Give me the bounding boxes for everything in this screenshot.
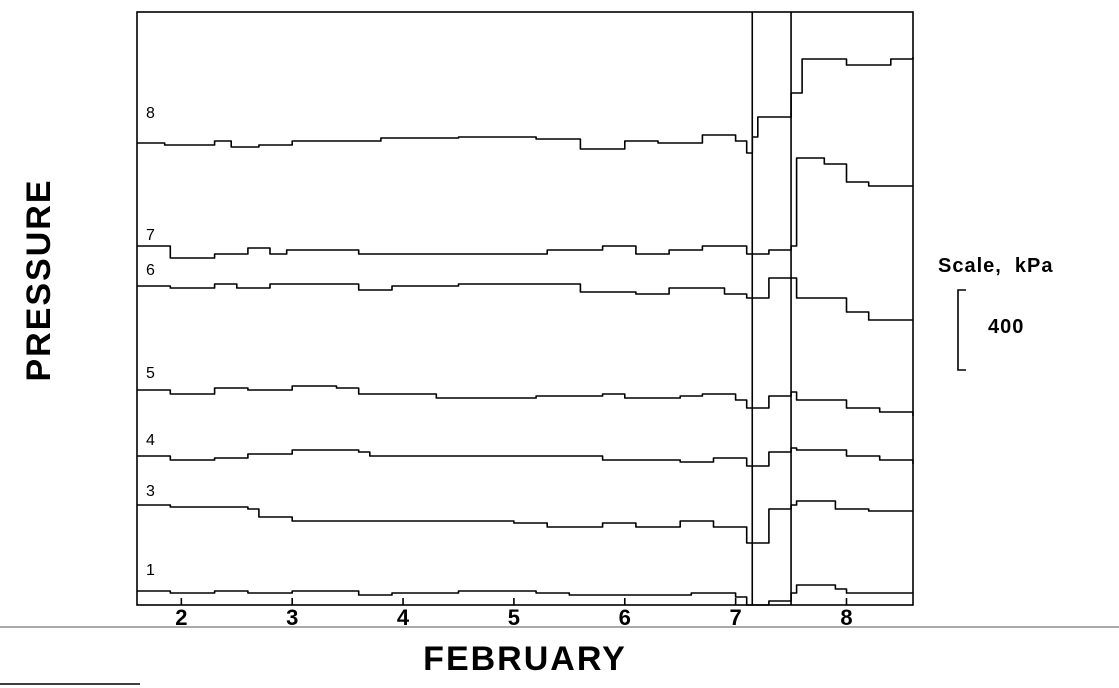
traces: 8 7 6 5 4 3 1 (137, 57, 914, 606)
x-tick-label-7: 7 (730, 605, 742, 630)
series-label-1: 1 (146, 562, 155, 579)
x-axis-label: FEBRUARY (423, 640, 627, 678)
plot-frame (136, 11, 914, 606)
x-tick-label-3: 3 (286, 605, 298, 630)
trace-3 (137, 500, 913, 544)
series-label-4: 4 (146, 432, 155, 449)
scale-bar (957, 289, 966, 371)
x-tick-label-4: 4 (397, 605, 410, 630)
scale-title: Scale, kPa (938, 255, 1054, 277)
trace-7 (137, 157, 913, 259)
y-axis-label: PRESSURE (20, 178, 58, 381)
series-label-3: 3 (146, 483, 155, 500)
x-tick-label-5: 5 (508, 605, 520, 630)
trace-1 (137, 584, 913, 606)
trace-4 (137, 447, 914, 467)
series-label-5: 5 (146, 365, 155, 382)
trace-5 (137, 385, 914, 416)
trace-6 (137, 277, 913, 321)
x-ticks: 2 3 4 5 6 7 8 (175, 598, 853, 630)
x-tick-label-8: 8 (840, 605, 852, 630)
series-label-6: 6 (146, 262, 155, 279)
scale-value: 400 (988, 316, 1024, 338)
series-label-8: 8 (146, 105, 155, 122)
x-tick-label-6: 6 (619, 605, 631, 630)
trace-8 (137, 57, 914, 154)
series-label-7: 7 (146, 227, 155, 244)
x-tick-label-2: 2 (175, 605, 187, 630)
